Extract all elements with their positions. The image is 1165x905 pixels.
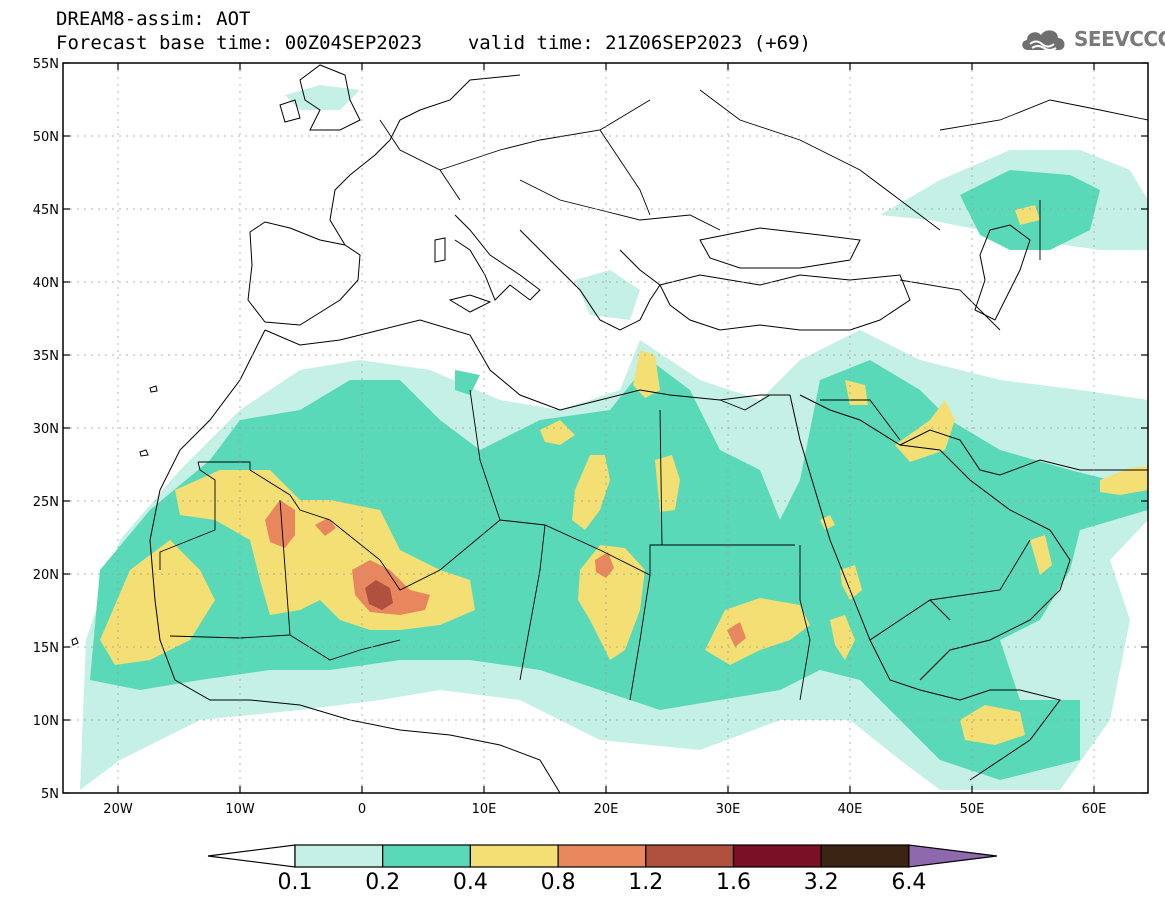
lon-label: 40E [838,802,863,817]
colorbar-swatch [469,844,559,868]
lon-label: 50E [960,802,985,817]
lon-label: 30E [716,802,741,817]
logo-text: SEEVCCC [1074,27,1165,51]
lon-label: 20W [103,802,133,817]
aot-band-1.2 [365,580,393,610]
map-title: DREAM8-assim: AOT [56,8,251,30]
lon-label: 20E [594,802,619,817]
colorbar-swatch [820,844,910,868]
lat-label: 50N [33,130,59,145]
colorbar-label: 1.2 [628,870,663,895]
lon-label: 0 [358,802,366,817]
lat-label: 45N [33,203,59,218]
colorbar-label: 0.2 [365,870,400,895]
lat-label: 5N [41,787,59,802]
lat-label: 55N [33,57,59,72]
lat-label: 20N [33,568,59,583]
base-time-label: Forecast base time: 00Z04SEP2023 [56,32,423,54]
time-info: Forecast base time: 00Z04SEP2023 valid t… [56,32,811,54]
country-borders [159,89,1148,701]
valid-time-label: valid time: 21Z06SEP2023 (+69) [467,32,811,54]
colorbar-swatch [732,844,822,868]
colorbar-over-arrow [908,844,997,868]
colorbar-under-arrow [207,844,296,868]
colorbar: 0.1 0.2 0.4 0.8 1.2 1.6 3.2 6.4 [207,844,997,895]
lat-label: 30N [33,422,59,437]
colorbar-label: 0.1 [278,870,313,895]
colorbar-label: 1.6 [716,870,751,895]
colorbar-label: 3.2 [804,870,839,895]
colorbar-label: 0.4 [453,870,488,895]
latitude-axis: 55N 50N 45N 40N 35N 30N 25N 20N 15N 10N 5N [33,57,1148,802]
lat-label: 10N [33,714,59,729]
lat-label: 15N [33,641,59,656]
colorbar-swatch [557,844,647,868]
colorbar-swatch [294,844,384,868]
colorbar-label: 0.8 [541,870,576,895]
longitude-axis: 20W 10W 0 10E 20E 30E 40E 50E 60E [103,63,1106,817]
lon-label: 60E [1082,802,1107,817]
lon-label: 10W [225,802,255,817]
colorbar-label: 6.4 [891,870,926,895]
lat-label: 25N [33,495,59,510]
lon-label: 10E [472,802,497,817]
seevccc-logo: SEEVCCC [1018,24,1165,54]
lat-label: 40N [33,276,59,291]
graticule [63,63,1148,793]
cloud-logo-icon [1022,30,1065,51]
colorbar-swatch [645,844,735,868]
colorbar-swatch [382,844,472,868]
lat-label: 35N [33,349,59,364]
aot-field [80,85,1148,790]
